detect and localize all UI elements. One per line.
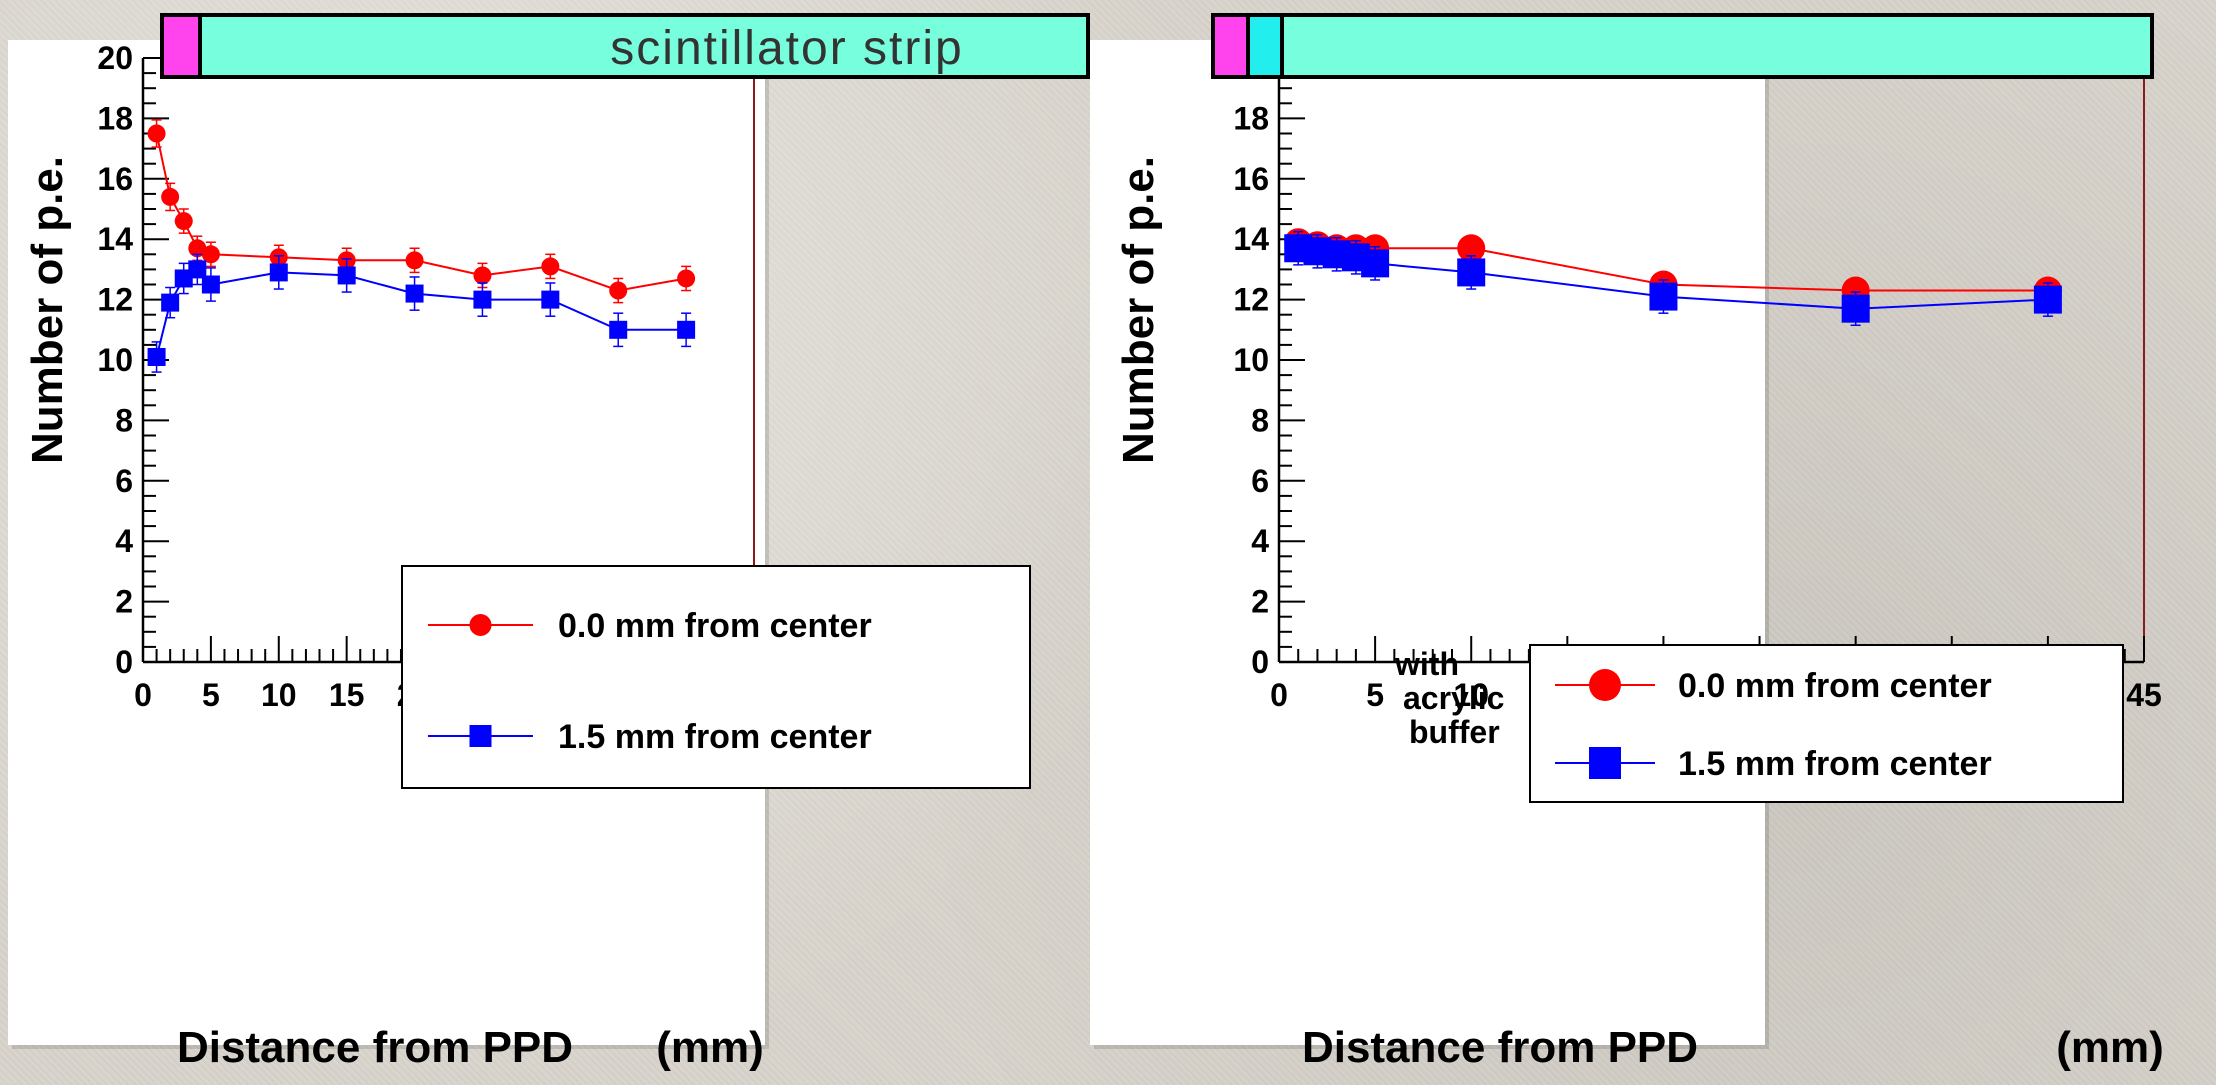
y-tick-label: 0 <box>1251 644 1269 680</box>
data-point-square <box>147 347 166 366</box>
x-tick-label: 10 <box>1453 677 1489 713</box>
strip-segment <box>200 15 1088 77</box>
data-point-square <box>161 293 180 312</box>
legend-box <box>1529 644 2124 803</box>
y-tick-label: 4 <box>1251 523 1269 559</box>
y-tick-label: 8 <box>1251 402 1269 438</box>
data-point-square <box>269 263 288 282</box>
y-tick-label: 10 <box>1233 342 1269 378</box>
legend-marker-0 <box>469 614 492 636</box>
legend-marker-1 <box>1589 747 1621 779</box>
data-point-circle <box>147 124 166 143</box>
data-point-circle <box>609 281 628 300</box>
x-axis-label: Distance from PPD <box>177 1023 573 1072</box>
y-tick-label: 14 <box>97 221 133 257</box>
y-tick-label: 2 <box>115 584 133 620</box>
strip-segment <box>1213 15 1248 77</box>
x-axis-unit: (mm) <box>2056 1023 2164 1072</box>
y-tick-label: 6 <box>115 463 133 499</box>
data-point-circle <box>188 239 207 258</box>
y-tick-label: 0 <box>115 644 133 680</box>
annotation-line: with <box>1394 646 1459 682</box>
data-point-square <box>541 290 560 309</box>
data-point-circle <box>201 245 220 264</box>
data-point-circle <box>1457 234 1486 263</box>
data-point-square <box>1457 258 1486 287</box>
data-point-square <box>1361 249 1390 278</box>
chart-panel <box>1090 40 1765 1045</box>
y-tick-label: 16 <box>97 161 133 197</box>
data-point-square <box>677 320 696 339</box>
strip-segment <box>1248 15 1282 77</box>
chart-right: 02468101214161820051015202530354045Numbe… <box>1090 13 2164 1072</box>
legend-label-1: 1.5 mm from center <box>1678 745 1992 783</box>
data-point-square <box>1841 294 1870 323</box>
data-point-circle <box>677 269 696 288</box>
y-tick-label: 6 <box>1251 463 1269 499</box>
strip-segment <box>1282 15 2152 77</box>
x-tick-label: 0 <box>1270 677 1288 713</box>
data-point-circle <box>405 251 424 270</box>
legend-label-0: 0.0 mm from center <box>558 607 872 645</box>
x-tick-label: 45 <box>2126 677 2162 713</box>
y-tick-label: 12 <box>1233 282 1269 318</box>
annotation-line: acrylic <box>1403 680 1504 716</box>
strip-label: scintillator strip <box>610 22 963 75</box>
x-axis-unit: (mm) <box>656 1023 764 1072</box>
data-point-square <box>2033 285 2062 314</box>
y-tick-label: 4 <box>115 523 133 559</box>
y-axis-label: Number of p.e. <box>1114 156 1163 464</box>
y-axis-label: Number of p.e. <box>23 156 72 464</box>
y-tick-label: 2 <box>1251 584 1269 620</box>
data-point-square <box>174 269 193 288</box>
x-tick-label: 15 <box>329 677 365 713</box>
legend-box <box>401 565 1031 789</box>
legend-marker-0 <box>1589 669 1621 701</box>
data-point-circle <box>174 212 193 231</box>
y-tick-label: 12 <box>97 282 133 318</box>
chart-panel <box>8 40 765 1045</box>
y-tick-label: 18 <box>97 100 133 136</box>
y-tick-label: 8 <box>115 402 133 438</box>
y-tick-label: 14 <box>1233 221 1269 257</box>
y-tick-label: 16 <box>1233 161 1269 197</box>
data-point-square <box>473 290 492 309</box>
x-tick-label: 5 <box>1366 677 1384 713</box>
y-tick-label: 20 <box>97 40 133 76</box>
data-point-square <box>188 260 207 279</box>
data-point-square <box>405 284 424 303</box>
legend-label-0: 0.0 mm from center <box>1678 667 1992 705</box>
data-point-circle <box>541 257 560 276</box>
data-point-square <box>609 320 628 339</box>
x-tick-label: 5 <box>202 677 220 713</box>
y-tick-label: 10 <box>97 342 133 378</box>
data-point-circle <box>161 187 180 206</box>
annotation-line: buffer <box>1409 714 1500 750</box>
x-axis-label: Distance from PPD <box>1302 1023 1698 1072</box>
chart-left: 02468101214161820051015202530354045Numbe… <box>8 13 1090 1072</box>
x-tick-label: 0 <box>134 677 152 713</box>
legend-marker-1 <box>469 725 492 747</box>
x-tick-label: 10 <box>261 677 297 713</box>
data-point-square <box>1649 282 1678 311</box>
data-point-square <box>201 275 220 294</box>
strip-segment <box>162 15 200 77</box>
data-point-square <box>337 266 356 285</box>
strip-outline <box>1211 13 2154 79</box>
strip-outline <box>160 13 1090 79</box>
legend-label-1: 1.5 mm from center <box>558 718 872 756</box>
y-tick-label: 18 <box>1233 100 1269 136</box>
data-point-circle <box>473 266 492 285</box>
